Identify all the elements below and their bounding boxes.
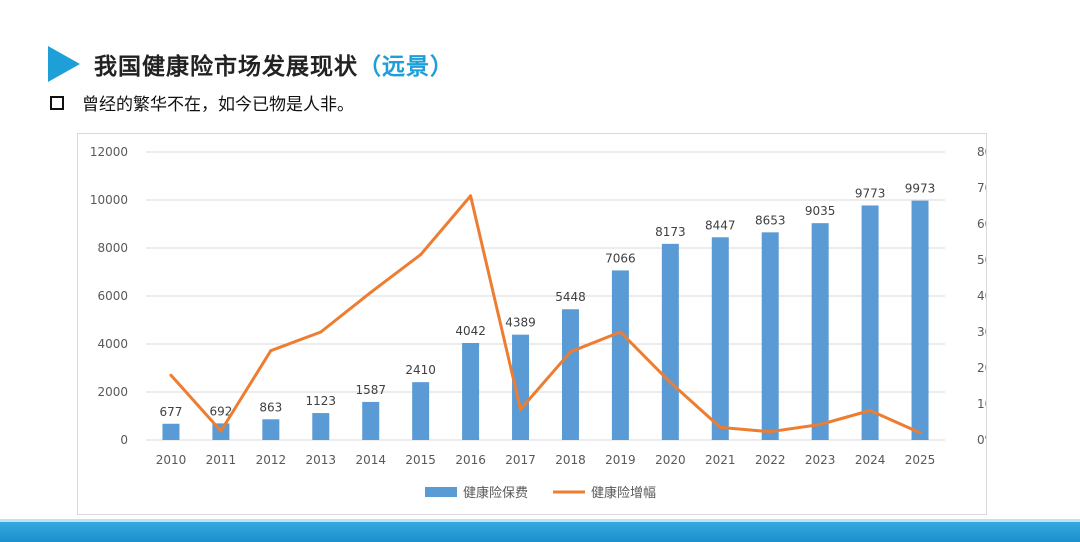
y-axis-tick-label: 6000 [97, 289, 128, 303]
bar [561, 309, 579, 440]
bar-data-label: 8653 [755, 213, 786, 227]
y2-axis-tick-label: 70% [977, 181, 986, 195]
play-arrow-icon [48, 46, 80, 82]
bar [362, 401, 380, 440]
bar [911, 200, 929, 440]
bar-data-label: 4042 [455, 324, 486, 338]
bar [711, 237, 729, 440]
footer-bar [0, 522, 1080, 542]
bar-data-label: 5448 [555, 290, 586, 304]
x-axis-tick-label: 2015 [405, 453, 436, 467]
bar [162, 423, 180, 440]
growth-point [868, 408, 872, 412]
x-axis-tick-label: 2021 [705, 453, 736, 467]
growth-point [419, 253, 423, 257]
y-axis-tick-label: 4000 [97, 337, 128, 351]
x-axis-tick-label: 2023 [805, 453, 836, 467]
x-axis-tick-label: 2017 [505, 453, 536, 467]
y2-axis-tick-label: 50% [977, 253, 986, 267]
y2-axis-tick-label: 80% [977, 145, 986, 159]
x-axis-tick-label: 2019 [605, 453, 636, 467]
chart-frame: 0 2000 4000 6000 8000 10000 12000 0% 10% 20% 30% 40… [77, 133, 987, 515]
y2-axis-tick-label: 30% [977, 325, 986, 339]
bullet-text: 曾经的繁华不在，如今已物是人非。 [82, 95, 354, 115]
growth-point [169, 373, 173, 377]
bar [512, 334, 530, 440]
page-title: 我国健康险市场发展现状（远景） [94, 47, 454, 81]
growth-point [469, 194, 473, 198]
y2-axis-tick-label: 10% [977, 397, 986, 411]
bar-data-label: 2410 [405, 363, 436, 377]
growth-point [618, 330, 622, 334]
growth-point [568, 350, 572, 354]
bar [412, 382, 430, 440]
bar [811, 223, 829, 440]
bar-data-label: 9035 [805, 204, 836, 218]
bar-data-label: 9773 [855, 186, 886, 200]
page-title-main: 我国健康险市场发展现状 [94, 54, 358, 80]
growth-point [269, 349, 273, 353]
x-axis-tick-label: 2016 [455, 453, 486, 467]
growth-point [519, 407, 523, 411]
growth-point [918, 431, 922, 435]
x-axis-tick-label: 2011 [206, 453, 237, 467]
y2-axis-tick-label: 60% [977, 217, 986, 231]
growth-line [169, 194, 921, 435]
y-axis-tick-label: 0 [120, 433, 128, 447]
bar [462, 342, 480, 440]
bar-data-label: 7066 [605, 251, 636, 265]
growth-point [668, 380, 672, 384]
bar-data-label: 677 [160, 405, 183, 419]
y2-axis-tick-label: 40% [977, 289, 986, 303]
bar-data-label: 8447 [705, 218, 736, 232]
bar [312, 413, 330, 440]
bar [611, 270, 629, 440]
y-axis-tick-label: 2000 [97, 385, 128, 399]
legend-label: 健康险增幅 [591, 485, 656, 501]
bar-data-label: 863 [259, 400, 282, 414]
y-axis-tick-label: 10000 [90, 193, 128, 207]
x-axis-tick-label: 2018 [555, 453, 586, 467]
square-bullet-icon [50, 95, 64, 110]
combo-chart: 0 2000 4000 6000 8000 10000 12000 0% 10% 20% 30% 40… [90, 145, 986, 501]
bar-data-label: 4389 [505, 316, 536, 330]
bar [262, 419, 280, 440]
x-axis-tick-label: 2010 [156, 453, 187, 467]
x-axis-tick-label: 2020 [655, 453, 686, 467]
bar-data-label: 9973 [905, 182, 936, 196]
x-axis-tick-label: 2022 [755, 453, 786, 467]
x-axis-tick-label: 2012 [256, 453, 287, 467]
legend-label: 健康险保费 [463, 485, 528, 501]
x-axis-tick-label: 2014 [355, 453, 386, 467]
title-row: 我国健康险市场发展现状（远景） [48, 44, 454, 84]
y2-axis-tick-label: 0% [977, 433, 986, 447]
y2-axis-tick-label: 20% [977, 361, 986, 375]
page-title-accent: （远景） [358, 54, 454, 80]
growth-point [718, 425, 722, 429]
legend-swatch-bar [425, 487, 457, 497]
bar [761, 232, 779, 440]
growth-point [818, 423, 822, 427]
growth-point [768, 430, 772, 434]
growth-point [369, 290, 373, 294]
bullet-line: 曾经的繁华不在，如今已物是人非。 [50, 90, 354, 115]
bar-data-label: 1587 [355, 383, 386, 397]
bar-data-label: 692 [209, 404, 232, 418]
bar-data-label: 1123 [306, 394, 337, 408]
bar [661, 243, 679, 440]
bar-data-label: 8173 [655, 225, 686, 239]
growth-point [319, 330, 323, 334]
growth-point [219, 429, 223, 433]
y-axis-tick-label: 12000 [90, 145, 128, 159]
x-axis-tick-label: 2013 [306, 453, 337, 467]
x-axis-tick-label: 2025 [905, 453, 936, 467]
bar [861, 205, 879, 440]
x-axis-tick-label: 2024 [855, 453, 886, 467]
footer-bar-highlight [0, 519, 1080, 522]
y-axis-tick-label: 8000 [97, 241, 128, 255]
